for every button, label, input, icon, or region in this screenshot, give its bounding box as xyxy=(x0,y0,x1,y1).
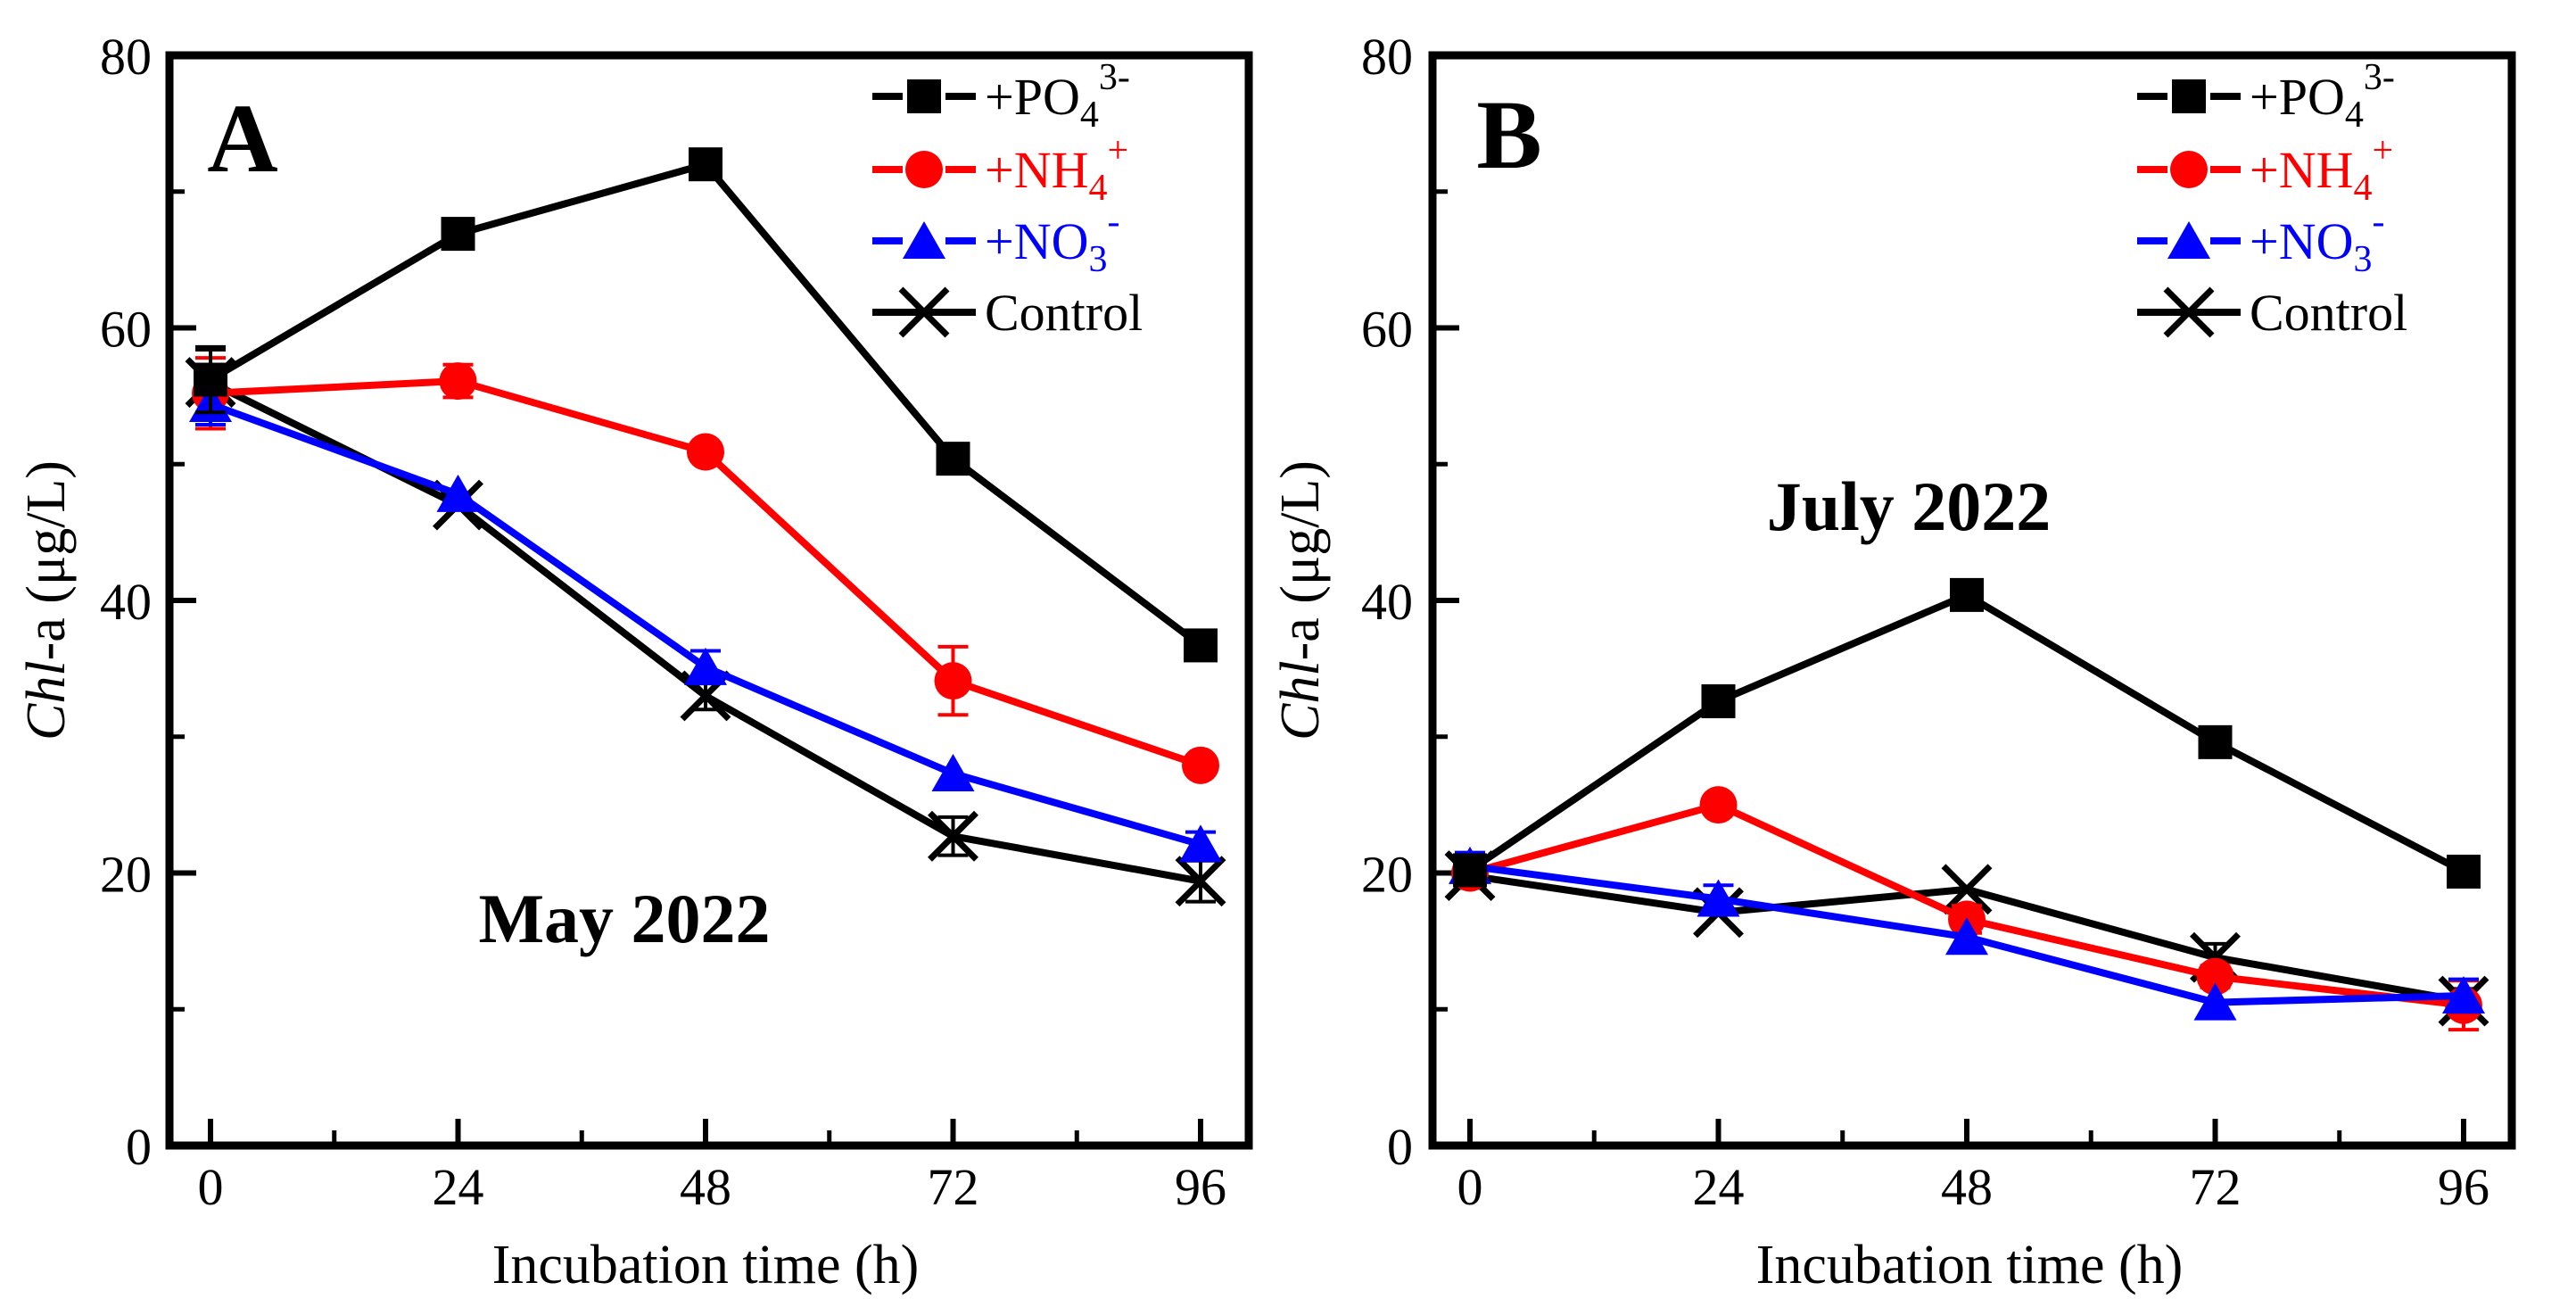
legend-label: +NO3- xyxy=(2250,202,2384,280)
x-tick-label: 24 xyxy=(1693,1158,1745,1216)
triangle-up-marker xyxy=(2193,982,2237,1021)
square-marker xyxy=(2447,854,2481,889)
x-tick-label: 48 xyxy=(1941,1158,1993,1216)
axis-ticks xyxy=(1432,189,2466,1146)
y-axis-title: Chl-a (μg/L) xyxy=(16,460,77,741)
square-legend-icon xyxy=(907,79,941,113)
panel-letter: A xyxy=(207,84,277,193)
circle-marker xyxy=(2196,957,2234,996)
triangle-up-marker xyxy=(684,647,727,685)
triangle-up-marker xyxy=(931,753,975,791)
legend-item-nh4: +NH4+ xyxy=(2137,130,2393,209)
panel-caption: May 2022 xyxy=(478,880,770,957)
legend-label: +PO43- xyxy=(2250,57,2395,136)
square-marker xyxy=(1453,853,1487,888)
legend-item-po4: +PO43- xyxy=(2137,57,2395,136)
triangle-up-legend-icon xyxy=(2167,221,2210,259)
legend-item-control: Control xyxy=(2137,284,2407,342)
series-layer xyxy=(1444,577,2489,1032)
x-tick-label: 24 xyxy=(433,1158,484,1216)
y-tick-label: 60 xyxy=(1361,300,1413,358)
legend-label: Control xyxy=(2250,284,2407,342)
legend-item-nh4: +NH4+ xyxy=(872,130,1128,209)
square-marker xyxy=(194,362,227,397)
panel-a: 0 24 48 72 96 0 20 40 60 80 Incubation time (h) Chl… xyxy=(16,28,1253,1295)
triangle-up-marker xyxy=(2442,975,2485,1014)
series-no3 xyxy=(189,382,1222,863)
legend-item-no3: +NO3- xyxy=(872,202,1119,280)
circle-marker xyxy=(439,362,477,401)
panel-b: 0 24 48 72 96 0 20 40 60 80 Incubation time (h) Chl… xyxy=(1270,28,2516,1295)
circle-marker xyxy=(934,662,972,700)
square-marker xyxy=(936,442,970,476)
panel-letter: B xyxy=(1476,80,1541,189)
triangle-up-marker xyxy=(436,474,480,512)
x-axis-title: Incubation time (h) xyxy=(492,1235,920,1295)
x-tick-label: 96 xyxy=(2438,1158,2489,1216)
square-marker xyxy=(441,217,475,252)
x-axis-title: Incubation time (h) xyxy=(1756,1235,2184,1295)
square-marker xyxy=(1950,577,1984,612)
triangle-up-marker xyxy=(1179,824,1222,863)
legend-item-po4: +PO43- xyxy=(872,57,1130,136)
x-tick-label: 48 xyxy=(680,1158,731,1216)
square-legend-icon xyxy=(2172,79,2206,113)
y-tick-label: 0 xyxy=(126,1118,152,1176)
series-control xyxy=(185,347,1226,907)
series-po4 xyxy=(194,147,1218,663)
series-layer xyxy=(185,147,1226,907)
legend-item-control: Control xyxy=(872,284,1143,342)
series-po4 xyxy=(1453,577,2481,889)
legend: +PO43-+NH4++NO3-Control xyxy=(2137,57,2407,342)
legend-label: +PO43- xyxy=(985,57,1130,136)
y-tick-label: 20 xyxy=(1361,845,1413,903)
legend-label: +NH4+ xyxy=(2250,130,2393,209)
legend-label: +NH4+ xyxy=(985,130,1128,209)
x-cross-marker xyxy=(1175,856,1226,907)
series-no3 xyxy=(1449,846,2485,1021)
y-tick-label: 0 xyxy=(1387,1118,1413,1176)
x-cross-legend-icon xyxy=(2163,286,2215,338)
x-tick-label: 0 xyxy=(198,1158,224,1216)
y-tick-label: 60 xyxy=(100,300,152,358)
series-nh4 xyxy=(192,356,1219,784)
legend-label: +NO3- xyxy=(985,202,1119,280)
x-cross-marker xyxy=(928,810,978,862)
y-tick-label: 40 xyxy=(1361,573,1413,631)
y-tick-label: 40 xyxy=(100,573,152,631)
square-marker xyxy=(1701,684,1736,719)
square-marker xyxy=(1184,628,1218,663)
circle-marker xyxy=(1182,746,1219,784)
triangle-up-marker xyxy=(1697,879,1740,917)
legend-label: Control xyxy=(985,284,1143,342)
axis-ticks xyxy=(169,189,1203,1146)
x-tick-label: 72 xyxy=(2190,1158,2242,1216)
x-tick-label: 96 xyxy=(1175,1158,1226,1216)
y-tick-label: 80 xyxy=(1361,28,1413,86)
circle-marker xyxy=(1699,786,1738,824)
circle-legend-icon xyxy=(905,151,943,188)
x-cross-legend-icon xyxy=(898,286,950,338)
x-tick-label: 0 xyxy=(1457,1158,1483,1216)
legend: +PO43-+NH4++NO3-Control xyxy=(872,57,1143,342)
y-axis-title: Chl-a (μg/L) xyxy=(1270,460,1331,741)
panel-caption: July 2022 xyxy=(1767,467,2052,545)
x-tick-label: 72 xyxy=(928,1158,979,1216)
series-nh4 xyxy=(1451,786,2482,1032)
y-tick-label: 20 xyxy=(100,845,152,903)
square-marker xyxy=(689,147,722,182)
circle-legend-icon xyxy=(2170,151,2208,188)
triangle-up-marker xyxy=(1945,917,1988,956)
x-cross-marker xyxy=(1941,864,1993,915)
circle-marker xyxy=(687,433,724,471)
y-tick-label: 80 xyxy=(100,28,152,86)
legend-item-no3: +NO3- xyxy=(2137,202,2384,280)
triangle-up-legend-icon xyxy=(903,221,945,259)
square-marker xyxy=(2198,724,2233,759)
